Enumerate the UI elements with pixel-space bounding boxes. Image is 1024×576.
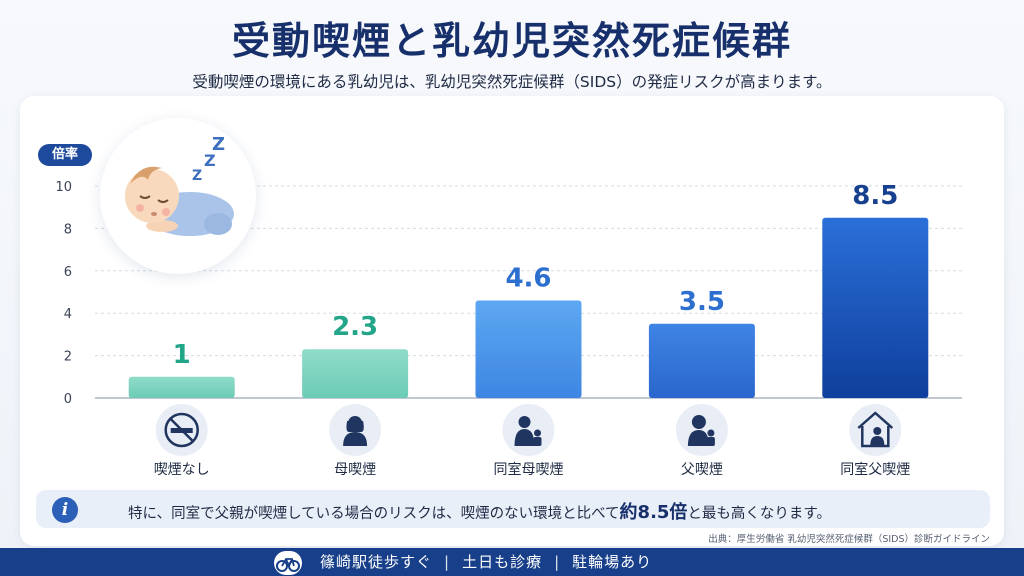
bicycle-icon	[274, 551, 302, 575]
bar	[822, 217, 929, 398]
value-label: 1	[173, 340, 191, 370]
bar	[128, 376, 235, 398]
info-note-text: 特に、同室で父親が喫煙している場合のリスクは、喫煙のない環境と比べて約8.5倍と…	[128, 498, 988, 524]
y-tick-label: 6	[64, 265, 72, 280]
svg-text:Z: Z	[192, 168, 202, 184]
sleeping-baby-icon: Z Z Z	[100, 118, 256, 274]
y-tick-labels: 0 2 4 6 8 10	[55, 180, 72, 407]
footer-bar	[0, 548, 1024, 576]
category-label: 父喫煙	[681, 462, 723, 478]
category-labels: 喫煙なし 母喫煙 同室母喫煙 父喫煙 同室父喫煙	[154, 461, 911, 478]
footer-item-weekend: 土日も診療	[462, 553, 543, 571]
category-label: 同室母喫煙	[494, 461, 564, 478]
note-text-before: 特に、同室で父親が喫煙している場合のリスクは、喫煙のない環境と比べて	[128, 506, 620, 522]
bars	[128, 217, 929, 398]
father-child-icon	[675, 404, 728, 456]
footer-item-station: 篠崎駅徒歩すぐ	[320, 553, 433, 571]
svg-text:Z: Z	[212, 134, 225, 155]
bar	[648, 323, 755, 398]
y-tick-label: 8	[64, 222, 72, 237]
source-citation: 出典：厚生労働省 乳幼児突然死症候群（SIDS）診断ガイドライン	[708, 534, 990, 545]
mother-child-icon	[502, 404, 555, 456]
house-father-icon	[849, 404, 902, 456]
y-tick-label: 4	[64, 307, 72, 322]
y-tick-label: 10	[55, 180, 72, 195]
info-icon: i	[52, 497, 78, 523]
note-text-after: と最も高くなります。	[687, 506, 831, 522]
value-label: 4.6	[505, 263, 551, 293]
no-smoking-icon	[155, 404, 208, 456]
note-emphasis: 約8.5倍	[619, 502, 688, 523]
category-label: 喫煙なし	[154, 462, 210, 478]
footer-item-parking: 駐輪場あり	[572, 553, 653, 571]
y-axis-label: 倍率	[38, 144, 92, 166]
y-tick-label: 2	[64, 350, 72, 365]
value-label: 8.5	[852, 181, 898, 211]
svg-text:Z: Z	[204, 151, 216, 170]
bar	[302, 349, 409, 398]
bar	[475, 300, 582, 398]
footer-separator: |	[554, 553, 561, 571]
page-title: 受動喫煙と乳幼児突然死症候群	[231, 19, 792, 63]
info-note	[36, 490, 990, 528]
footer-text: 篠崎駅徒歩すぐ | 土日も診療 | 駐輪場あり	[320, 551, 652, 572]
page-subtitle: 受動喫煙の環境にある乳幼児は、乳幼児突然死症候群（SIDS）の発症リスクが高まり…	[192, 73, 832, 91]
value-label: 2.3	[332, 312, 378, 342]
category-label: 同室父喫煙	[840, 461, 910, 478]
footer-separator: |	[444, 553, 451, 571]
category-label: 母喫煙	[334, 462, 376, 478]
value-label: 3.5	[679, 287, 725, 317]
y-tick-label: 0	[64, 392, 72, 407]
mother-icon	[329, 404, 382, 456]
category-icons	[155, 404, 902, 456]
value-labels: 1 2.3 4.6 3.5 8.5	[173, 181, 899, 370]
